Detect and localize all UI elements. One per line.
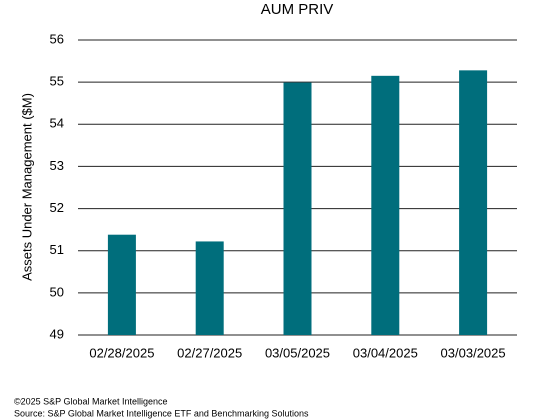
y-tick-label: 54 <box>50 116 64 131</box>
x-tick-label: 02/28/2025 <box>89 345 154 360</box>
x-tick-label: 03/05/2025 <box>265 345 330 360</box>
y-tick-label: 49 <box>50 326 64 341</box>
y-tick-label: 52 <box>50 200 64 215</box>
y-tick-label: 56 <box>50 31 64 46</box>
y-tick-label: 50 <box>50 284 64 299</box>
footer-note: ©2025 S&P Global Market Intelligence <box>14 396 168 406</box>
bar <box>283 82 312 335</box>
bar <box>459 70 488 335</box>
chart-title: AUM PRIV <box>261 1 334 18</box>
y-axis-label: Assets Under Management ($M) <box>19 93 34 281</box>
x-tick-label: 02/27/2025 <box>177 345 242 360</box>
x-tick-label: 03/04/2025 <box>353 345 418 360</box>
bar <box>195 241 224 335</box>
x-tick-label: 03/03/2025 <box>441 345 506 360</box>
y-tick-label: 55 <box>50 74 64 89</box>
bar <box>371 75 400 336</box>
y-tick-label: 51 <box>50 242 64 257</box>
footer-note: Source: S&P Global Market Intelligence E… <box>14 408 309 418</box>
y-tick-label: 53 <box>50 158 64 173</box>
bar <box>107 234 136 335</box>
